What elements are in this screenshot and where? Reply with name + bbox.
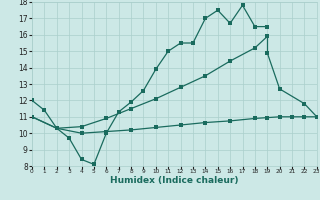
X-axis label: Humidex (Indice chaleur): Humidex (Indice chaleur) <box>110 176 239 185</box>
